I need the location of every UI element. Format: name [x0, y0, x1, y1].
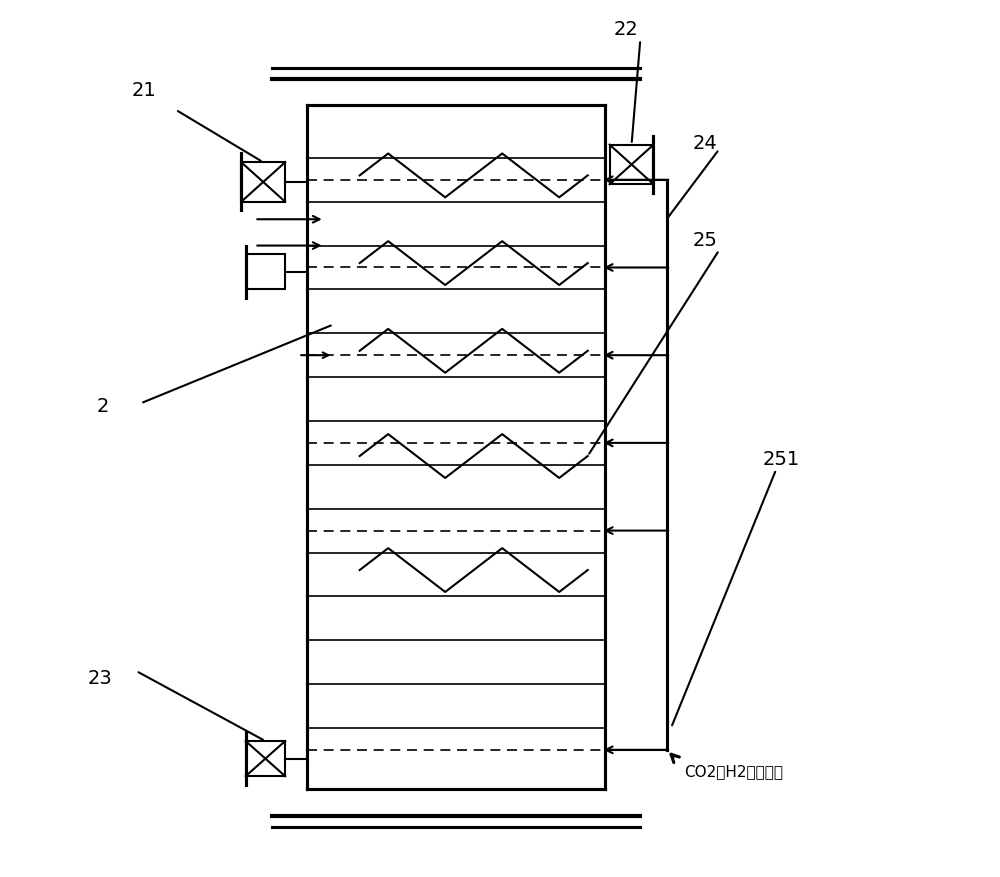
Text: 24: 24: [693, 134, 718, 153]
Bar: [610, 145, 653, 184]
Bar: [241, 162, 285, 202]
Text: 2: 2: [97, 397, 109, 417]
Text: 251: 251: [763, 450, 800, 469]
Text: CO2和H2混合气体: CO2和H2混合气体: [684, 764, 783, 779]
Bar: [246, 741, 285, 776]
Text: 22: 22: [614, 20, 639, 39]
Text: 23: 23: [88, 669, 113, 688]
Text: 25: 25: [693, 231, 718, 250]
Bar: [246, 254, 285, 289]
Text: 21: 21: [132, 82, 156, 101]
